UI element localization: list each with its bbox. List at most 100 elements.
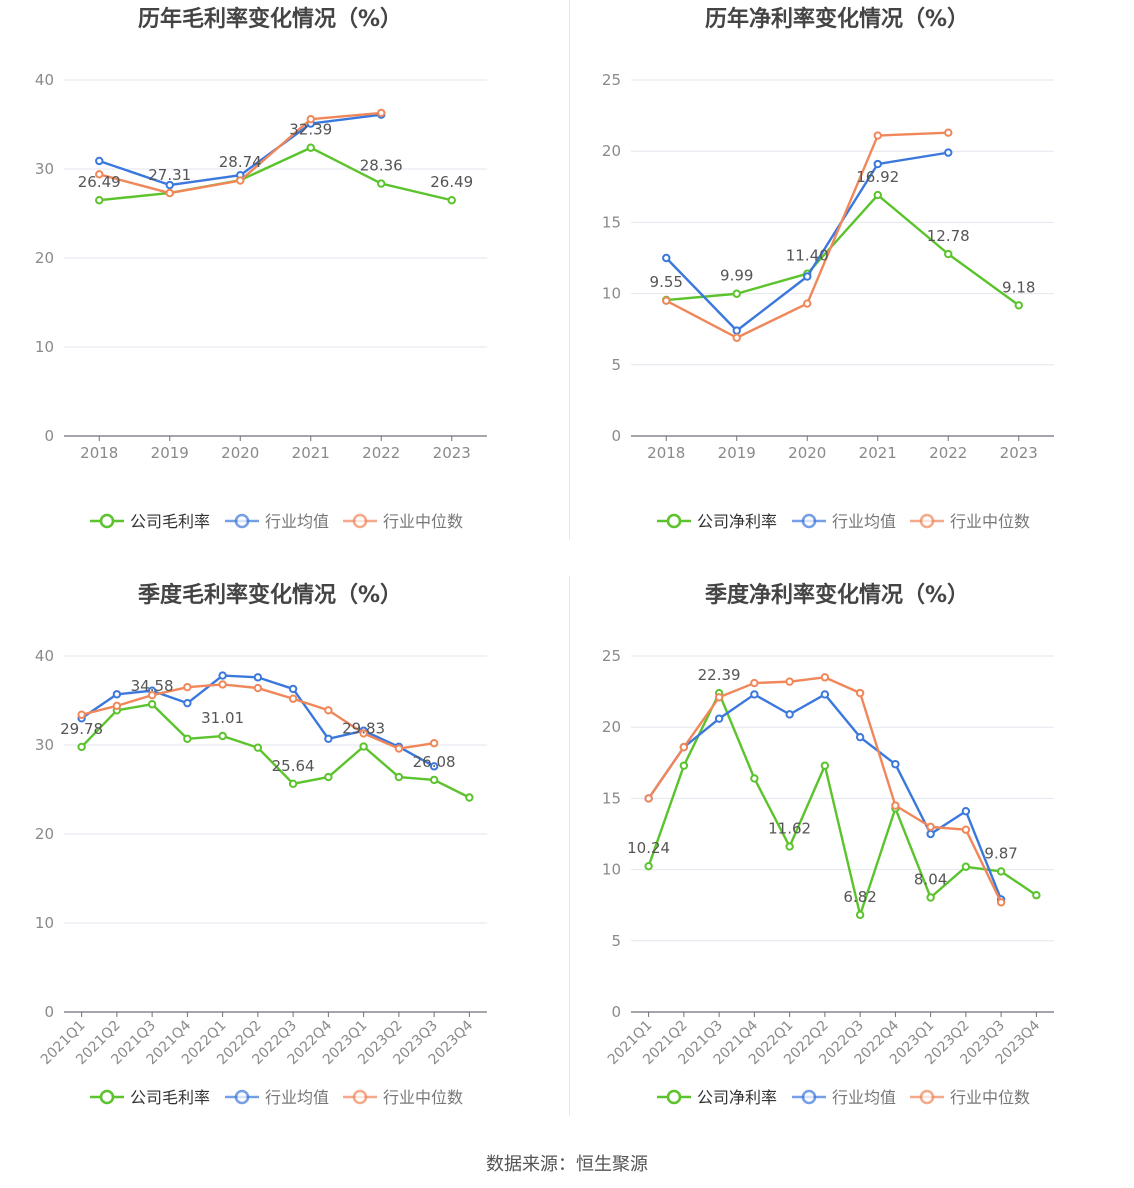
data-point-company — [95, 196, 104, 205]
data-label: 27.31 — [148, 166, 191, 184]
data-point-median — [324, 706, 333, 715]
legend-marker — [919, 513, 935, 529]
chart-svg-0: 历年毛利率变化情况（%） 0 10 20 30 40 2018 2019 2020 2021 202… — [35, 6, 487, 531]
data-point-median — [785, 677, 794, 686]
y-tick-label: 5 — [611, 356, 621, 374]
data-point-median — [394, 744, 404, 753]
data-point-avg — [891, 760, 900, 769]
legend-marker — [234, 1089, 250, 1105]
quarterly-gross-margin-chart: 季度毛利率变化情况（%） 0 10 20 30 40 2021Q1 2021Q2 2021Q3 2… — [0, 576, 567, 1152]
chart-title: 季度毛利率变化情况（%） — [138, 582, 402, 608]
data-point-avg — [732, 326, 741, 335]
chart-svg-2: 季度毛利率变化情况（%）0102030402021Q12021Q22021Q32… — [35, 582, 487, 1107]
data-label: 29.83 — [342, 720, 385, 738]
y-tick-label: 30 — [35, 160, 54, 178]
data-point-company — [183, 734, 192, 743]
y-tick-label: 10 — [602, 861, 621, 879]
data-point-company — [447, 196, 456, 205]
data-point-company — [147, 700, 157, 709]
data-point-company — [944, 249, 953, 259]
data-point-avg — [324, 734, 333, 743]
data-point-median — [855, 688, 865, 698]
chart-title: 历年毛利率变化情况（%） — [138, 6, 402, 32]
data-label: 9.55 — [650, 273, 683, 291]
y-tick-label: 40 — [35, 647, 54, 665]
data-point-avg — [873, 159, 882, 169]
data-point-avg — [820, 690, 830, 699]
data-point-company — [873, 190, 882, 200]
data-point-avg — [218, 671, 227, 680]
data-point-median — [112, 701, 122, 711]
data-point-median — [288, 694, 298, 703]
data-point-avg — [112, 690, 122, 699]
series-line-company — [647, 691, 1038, 917]
data-point-median — [165, 188, 174, 198]
series-line-company — [80, 703, 470, 799]
data-label: 9.87 — [984, 844, 1017, 862]
data-point-company — [324, 772, 333, 782]
data-point-median — [961, 825, 971, 834]
data-point-median — [750, 678, 759, 688]
data-point-avg — [961, 807, 971, 816]
x-tick-label: 2021 — [292, 444, 330, 462]
data-point-median — [996, 898, 1006, 907]
data-label: 10.24 — [627, 839, 670, 857]
legend-item-avg: 行业均值 — [792, 512, 896, 531]
data-label: 11.62 — [768, 820, 811, 838]
legend-item-company: 公司毛利率 — [90, 1088, 210, 1107]
data-point-company — [77, 742, 86, 752]
data-point-avg — [855, 732, 865, 742]
data-point-avg — [253, 673, 263, 682]
legend-label: 公司毛利率 — [130, 512, 210, 531]
legend-item-median: 行业中位数 — [343, 1088, 463, 1107]
data-point-company — [855, 910, 865, 920]
data-label: 31.01 — [201, 709, 244, 727]
legend-marker — [666, 1089, 682, 1105]
data-label: 28.36 — [360, 157, 403, 175]
legend-marker — [234, 513, 250, 529]
y-tick-label: 5 — [611, 932, 621, 950]
legend-label: 行业均值 — [265, 1088, 329, 1107]
x-tick-label: 2020 — [221, 444, 259, 462]
legend-marker — [352, 1089, 368, 1105]
data-label: 9.18 — [1002, 278, 1035, 296]
data-point-avg — [183, 698, 192, 708]
data-point-avg — [803, 272, 812, 281]
x-tick-label: 2022 — [362, 444, 400, 462]
data-point-avg — [926, 829, 935, 839]
y-tick-label: 25 — [602, 71, 621, 89]
y-tick-label: 10 — [602, 285, 621, 303]
data-point-median — [662, 296, 671, 305]
legend-label: 行业均值 — [265, 512, 329, 531]
legend-item-avg: 行业均值 — [225, 512, 329, 531]
data-point-avg — [662, 253, 671, 263]
data-label: 29.78 — [60, 720, 103, 738]
data-source-note: 数据来源：恒生聚源 — [486, 1154, 648, 1175]
data-label: 25.64 — [272, 757, 315, 775]
data-point-company — [750, 774, 759, 783]
data-point-company — [394, 772, 404, 782]
y-tick-label: 0 — [611, 1003, 621, 1021]
data-point-avg — [429, 762, 439, 771]
data-point-median — [732, 333, 741, 342]
data-point-company — [785, 842, 794, 851]
legend-marker — [801, 513, 817, 529]
quarterly-net-margin-chart: 季度净利率变化情况（%） 0 5 10 15 20 25 2021Q1 2021Q2 2021Q3… — [567, 576, 1134, 1152]
data-label: 11.40 — [786, 247, 829, 265]
x-tick-label: 2019 — [718, 444, 756, 462]
y-tick-label: 15 — [602, 789, 621, 807]
y-tick-label: 30 — [35, 736, 54, 754]
legend-item-company: 公司净利率 — [657, 512, 777, 531]
data-point-company — [644, 861, 653, 871]
x-tick-label: 2018 — [80, 444, 118, 462]
data-label: 9.99 — [720, 267, 753, 285]
data-label: 16.92 — [856, 168, 899, 186]
data-point-company — [253, 743, 263, 752]
data-point-median — [77, 710, 86, 719]
panel-divider-top — [569, 0, 570, 540]
legend-item-median: 行业中位数 — [910, 512, 1030, 531]
data-point-median — [253, 683, 263, 693]
x-tick-label: 2019 — [151, 444, 189, 462]
legend-item-median: 行业中位数 — [343, 512, 463, 531]
data-point-company — [218, 731, 227, 741]
